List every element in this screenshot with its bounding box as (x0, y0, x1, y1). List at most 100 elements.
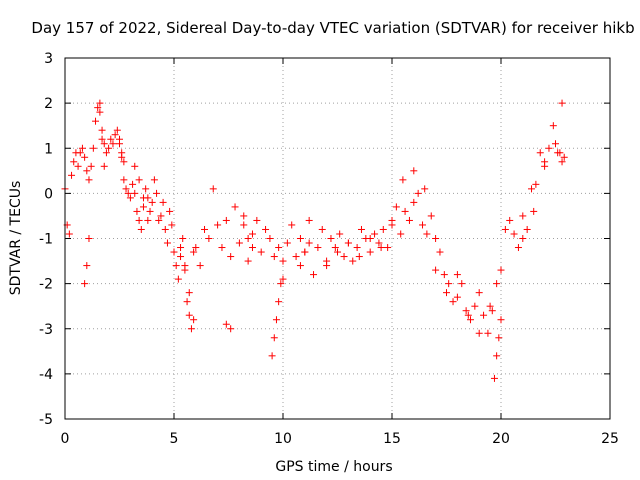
data-point (227, 325, 235, 333)
data-point (222, 320, 230, 328)
data-point (155, 216, 163, 224)
data-point (257, 248, 265, 256)
data-point (366, 235, 374, 242)
data-point (296, 235, 304, 242)
data-point (506, 216, 514, 224)
data-point (471, 302, 479, 310)
x-tick-label: 5 (170, 431, 179, 447)
data-point (227, 253, 235, 261)
data-point (410, 167, 418, 175)
data-point (292, 253, 300, 261)
data-point (334, 248, 341, 256)
data-point (201, 225, 209, 233)
data-point (113, 126, 121, 134)
data-point (190, 248, 198, 256)
data-point (484, 329, 492, 337)
data-point (296, 262, 304, 270)
x-tick-label: 20 (492, 431, 510, 447)
data-point (528, 185, 536, 193)
data-point (510, 230, 518, 238)
data-point (501, 225, 509, 233)
data-point (464, 311, 472, 319)
data-point (357, 225, 365, 233)
y-tick-label: 0 (44, 186, 53, 202)
data-point (275, 298, 283, 306)
data-point (100, 162, 108, 170)
data-point (98, 126, 106, 134)
y-tick-label: -1 (39, 232, 53, 248)
data-point (560, 153, 568, 161)
data-point (96, 99, 104, 107)
data-point (475, 289, 483, 297)
data-point (235, 239, 243, 247)
data-point (379, 225, 387, 233)
x-axis-label: GPS time / hours (275, 459, 392, 475)
data-point (397, 230, 405, 238)
data-point (288, 221, 296, 229)
data-point (133, 207, 141, 215)
data-point (458, 280, 466, 288)
data-point (89, 144, 97, 152)
data-point (168, 221, 176, 229)
data-point (495, 334, 503, 342)
data-point (172, 262, 180, 270)
data-point (266, 235, 274, 242)
x-tick-label: 15 (383, 431, 401, 447)
data-point (244, 257, 252, 265)
data-point (192, 244, 200, 252)
data-point (262, 225, 270, 233)
data-point (283, 239, 291, 247)
data-point (196, 262, 204, 270)
data-point (83, 262, 91, 270)
data-point (453, 293, 461, 301)
data-point (419, 221, 427, 229)
data-point (558, 99, 566, 107)
data-point (410, 198, 418, 206)
data-point (323, 262, 331, 270)
data-point (552, 140, 559, 148)
data-point (336, 230, 344, 238)
y-tick-label: -5 (39, 412, 53, 428)
data-point (497, 266, 505, 274)
data-point (107, 135, 115, 143)
y-tick-label: -4 (39, 367, 53, 383)
data-point (179, 235, 187, 242)
data-point (392, 203, 400, 211)
data-point (92, 117, 100, 125)
data-point (150, 176, 158, 184)
y-tick-label: 1 (44, 141, 53, 157)
data-point (466, 316, 474, 324)
data-point (118, 149, 126, 157)
data-point (126, 194, 134, 202)
data-point (453, 271, 461, 279)
data-point (120, 176, 128, 184)
data-point (275, 244, 283, 252)
x-tick-label: 10 (274, 431, 292, 447)
data-point (432, 235, 440, 242)
data-point (122, 185, 130, 193)
data-point (523, 225, 531, 233)
data-point (177, 244, 185, 252)
data-point (327, 235, 335, 242)
data-point (279, 275, 287, 283)
data-point (85, 235, 93, 242)
data-point (222, 216, 230, 224)
data-point (423, 230, 431, 238)
data-point (146, 207, 154, 215)
data-point (541, 158, 549, 166)
data-point (375, 239, 383, 247)
data-point (161, 225, 169, 233)
data-point (129, 180, 137, 188)
data-point (124, 189, 132, 197)
data-point (174, 275, 182, 283)
data-point (449, 298, 457, 306)
data-point (144, 216, 152, 224)
data-point (253, 216, 261, 224)
data-point (181, 266, 189, 274)
data-point (532, 180, 540, 188)
data-point (480, 311, 488, 319)
data-point (85, 176, 93, 184)
data-point (519, 212, 527, 220)
data-point (432, 266, 440, 274)
